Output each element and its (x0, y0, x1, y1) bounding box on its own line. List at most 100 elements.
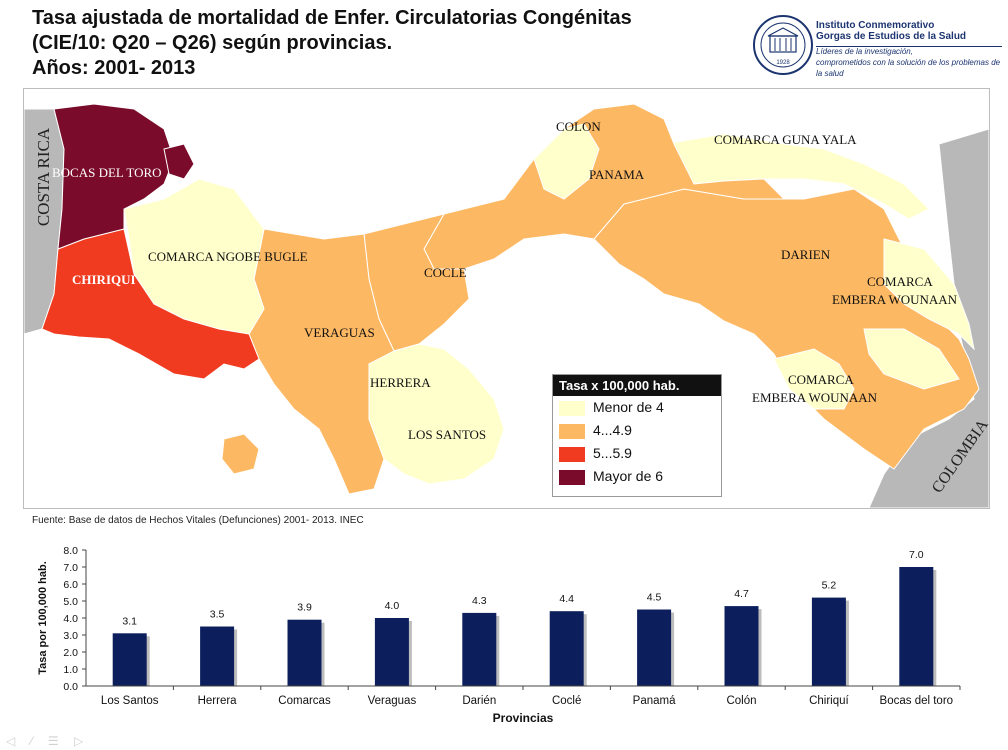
x-tick-label: Comarcas (278, 695, 331, 707)
label-embera-2b: EMBERA WOUNAAN (752, 390, 878, 405)
y-tick-label: 7.0 (63, 562, 78, 574)
region-embera-1b (863, 328, 960, 390)
legend-item-mid: 4...4.9 (553, 419, 721, 442)
y-tick-label: 0.0 (63, 681, 78, 693)
y-tick-label: 2.0 (63, 647, 78, 659)
gorgas-logo: 1928 Instituto Conmemorativo Gorgas de E… (752, 14, 1002, 79)
bar-value-label: 4.0 (385, 600, 400, 612)
label-guna-yala: COMARCA GUNA YALA (714, 132, 857, 147)
x-tick-label: Bocas del toro (880, 695, 954, 707)
legend-swatch-low (559, 401, 585, 416)
bar-chart: 0.0 1.0 2.0 3.0 4.0 5.0 6.0 7.0 8.0 3.1 3.5 3.9 4.0… (0, 536, 1008, 736)
bar (549, 611, 584, 686)
legend-label-low: Menor de 4 (593, 399, 664, 415)
bar-value-label: 4.5 (647, 592, 662, 604)
y-axis-label: Tasa por 100,000 hab. (37, 561, 49, 675)
x-tick-label: Los Santos (101, 695, 159, 707)
bar (462, 612, 497, 686)
y-axis: 0.0 1.0 2.0 3.0 4.0 5.0 6.0 7.0 8.0 (63, 545, 87, 693)
bar (200, 626, 235, 686)
bar-value-label: 7.0 (909, 549, 924, 561)
x-tick-label: Coclé (552, 695, 581, 707)
title-line-1: Tasa ajustada de mortalidad de Enfer. Ci… (32, 7, 632, 29)
x-tick-label: Darién (462, 695, 496, 707)
bar-chart-svg: 0.0 1.0 2.0 3.0 4.0 5.0 6.0 7.0 8.0 3.1 3.5 3.9 4.0… (37, 545, 961, 725)
map-svg: COSTA RICA COLOMBIA BOCAS DEL TORO CHIRI… (23, 89, 992, 509)
y-tick-label: 4.0 (63, 613, 78, 625)
bar-value-label: 4.4 (559, 593, 574, 605)
label-ngobe: COMARCA NGOBE BUGLE (148, 249, 308, 264)
bar (112, 633, 147, 686)
region-embera-2 (773, 348, 855, 410)
region-coiba (221, 433, 260, 475)
y-tick-label: 8.0 (63, 545, 78, 557)
logo-name-1: Instituto Conmemorativo (816, 20, 935, 31)
seal-year: 1928 (776, 60, 790, 66)
bar-value-label: 3.5 (210, 609, 225, 621)
bar-value-label: 3.9 (297, 602, 312, 614)
y-tick-label: 1.0 (63, 664, 78, 676)
bar (899, 567, 934, 686)
bar-value-label: 4.7 (734, 588, 749, 600)
y-tick-label: 6.0 (63, 579, 78, 591)
region-colon-low (533, 123, 600, 200)
legend-label-high: 5...5.9 (593, 445, 632, 461)
bar (374, 618, 409, 686)
label-embera-2a: COMARCA (788, 372, 854, 387)
x-axis: Los Santos Herrera Comarcas Veraguas Darién C… (86, 685, 961, 707)
logo-tagline-1: Líderes de la investigación, (816, 47, 913, 56)
label-bocas: BOCAS DEL TORO (52, 165, 162, 180)
bar (287, 619, 322, 686)
bar (811, 597, 846, 686)
label-costa-rica: COSTA RICA (34, 127, 53, 226)
region-bocas-islands (163, 143, 195, 180)
title-line-2: (CIE/10: Q20 – Q26) según provincias. (32, 32, 393, 54)
legend-swatch-top (559, 470, 585, 485)
bar-value-label: 4.3 (472, 595, 487, 607)
label-panama: PANAMA (589, 167, 645, 182)
x-tick-label: Colón (726, 695, 756, 707)
bar (724, 606, 759, 686)
map-legend: Tasa x 100,000 hab. Menor de 4 4...4.9 5… (552, 374, 722, 497)
logo-name-2: Gorgas de Estudios de la Salud (816, 31, 967, 42)
logo-tagline-2: comprometidos con la solución de los pro… (816, 58, 1001, 78)
label-los-santos: LOS SANTOS (408, 427, 486, 442)
slide-nav-icons[interactable]: ◁ ⁄ ☰ ▷ (6, 734, 90, 748)
label-chiriqui: CHIRIQUI (72, 272, 136, 287)
region-herrera-los-santos (368, 343, 505, 485)
legend-label-top: Mayor de 6 (593, 468, 664, 484)
region-darien (593, 188, 980, 470)
legend-label-mid: 4...4.9 (593, 422, 632, 438)
x-tick-label: Panamá (633, 695, 676, 707)
bar-value-label: 5.2 (822, 580, 837, 592)
slide-title: Tasa ajustada de mortalidad de Enfer. Ci… (32, 6, 742, 81)
logo-divider (816, 46, 1002, 47)
title-line-3: Años: 2001- 2013 (32, 57, 196, 79)
legend-item-low: Menor de 4 (553, 396, 721, 419)
x-axis-label: Provincias (493, 711, 554, 725)
legend-swatch-high (559, 447, 585, 462)
region-bocas-del-toro (53, 103, 175, 250)
bar (637, 609, 672, 686)
legend-item-top: Mayor de 6 (553, 465, 721, 488)
panama-choropleth-map: COSTA RICA COLOMBIA BOCAS DEL TORO CHIRI… (23, 88, 992, 509)
label-embera-1b: EMBERA WOUNAAN (832, 292, 958, 307)
label-cocle: COCLE (424, 265, 467, 280)
y-tick-label: 3.0 (63, 630, 78, 642)
label-veraguas: VERAGUAS (304, 325, 375, 340)
label-herrera: HERRERA (370, 375, 431, 390)
region-panama-colon (423, 103, 786, 270)
bar-value-label: 3.1 (122, 615, 137, 627)
legend-swatch-mid (559, 424, 585, 439)
region-chiriqui (41, 228, 260, 380)
logo-text: Instituto Conmemorativo Gorgas de Estudi… (816, 20, 1002, 79)
y-tick-label: 5.0 (63, 596, 78, 608)
legend-item-high: 5...5.9 (553, 442, 721, 465)
seal-icon: 1928 (753, 15, 813, 75)
source-note: Fuente: Base de datos de Hechos Vitales … (32, 515, 364, 526)
label-darien: DARIEN (781, 247, 831, 262)
x-tick-label: Chiriquí (809, 695, 849, 707)
x-tick-label: Herrera (198, 695, 238, 707)
legend-title: Tasa x 100,000 hab. (553, 375, 721, 396)
x-tick-label: Veraguas (368, 695, 417, 707)
